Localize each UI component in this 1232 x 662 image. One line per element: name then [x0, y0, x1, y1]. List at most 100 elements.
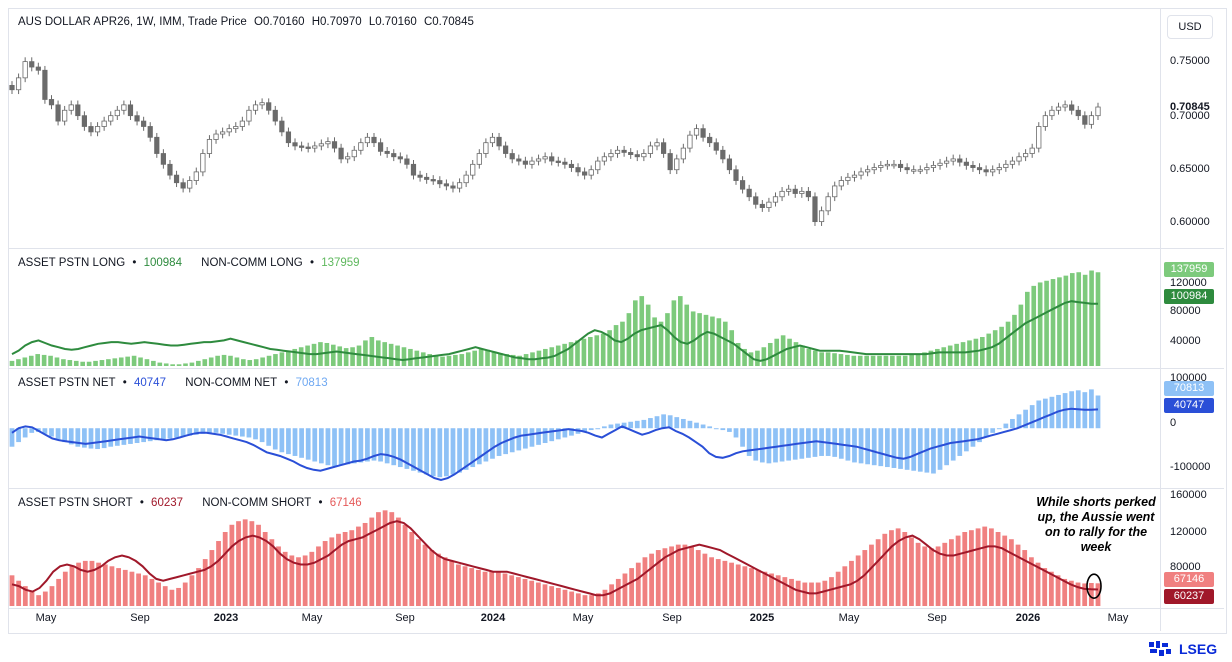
- x-tick: Sep: [662, 612, 682, 624]
- long-bar: [665, 313, 670, 366]
- short-bar: [56, 578, 62, 606]
- candle-body: [707, 136, 713, 144]
- candle-body: [878, 165, 884, 168]
- net-bar: [9, 428, 15, 447]
- long-asset-value-pill: 100984: [1164, 289, 1214, 304]
- net-bar: [378, 428, 383, 462]
- short-bar: [422, 544, 428, 606]
- long-bar: [273, 354, 278, 366]
- candle-body: [917, 169, 923, 172]
- x-tick: 2024: [480, 612, 506, 624]
- long-bar: [999, 326, 1004, 366]
- short-bar: [715, 559, 721, 606]
- candle-body: [345, 156, 351, 160]
- net-bar: [654, 416, 660, 429]
- net-bar: [674, 417, 680, 429]
- short-bar: [442, 557, 448, 606]
- net-bar: [424, 428, 430, 475]
- long-bar: [478, 348, 484, 366]
- short-bar: [36, 595, 42, 606]
- long-bar: [472, 350, 477, 366]
- candle-body: [904, 167, 910, 171]
- last-price-label: 0.70845: [1170, 101, 1210, 113]
- short-bar: [42, 591, 48, 606]
- candle-body: [233, 126, 239, 130]
- candle-body: [404, 158, 410, 165]
- long-bar: [767, 342, 773, 366]
- net-bar: [213, 428, 219, 433]
- net-bar: [555, 428, 561, 440]
- long-bar: [928, 350, 934, 366]
- long-bar: [1095, 272, 1101, 366]
- long-bar: [870, 355, 876, 366]
- long-bar: [138, 357, 143, 366]
- candle-body: [746, 188, 752, 198]
- long-bar: [1057, 277, 1062, 366]
- pane-separator: [9, 488, 1224, 489]
- short-bar: [755, 569, 761, 606]
- net-bar: [384, 428, 390, 464]
- net-bar: [95, 428, 100, 450]
- ohlc-low: L0.70160: [368, 16, 417, 28]
- short-bar: [329, 537, 335, 606]
- x-tick: Sep: [395, 612, 415, 624]
- net-bar: [779, 428, 785, 462]
- short-bar: [102, 564, 108, 606]
- net-bar: [582, 428, 587, 432]
- short-bar: [735, 564, 741, 606]
- candle-body: [996, 167, 1002, 171]
- candle-body: [753, 196, 759, 205]
- short-bar: [482, 571, 488, 606]
- candle-body: [845, 176, 851, 181]
- long-bar: [883, 355, 889, 366]
- candle-body: [358, 142, 364, 151]
- short-bar: [9, 575, 15, 606]
- net-bar: [174, 428, 179, 438]
- net-bar: [931, 428, 936, 474]
- candle-body: [476, 153, 482, 165]
- candle-body: [351, 149, 357, 158]
- long-bar: [491, 351, 497, 366]
- short-bar: [822, 580, 828, 606]
- candle-body: [9, 85, 15, 91]
- candle-body: [667, 153, 673, 171]
- net-bar: [180, 428, 186, 437]
- net-label-1: ASSET PSTN NET: [18, 377, 116, 389]
- net-bar: [272, 428, 278, 450]
- short-legend: ASSET PSTN SHORT • 60237 NON-COMM SHORT …: [18, 497, 366, 509]
- long-bar: [9, 360, 15, 366]
- short-bar: [582, 595, 588, 606]
- net-bar: [1036, 400, 1042, 429]
- candle-body: [147, 126, 153, 138]
- legend-dot: •: [122, 377, 127, 389]
- net-bar: [608, 424, 614, 429]
- lseg-emblem-icon: [1149, 641, 1171, 656]
- long-bar: [215, 355, 220, 366]
- net-bar: [101, 428, 107, 449]
- candle-body: [766, 201, 772, 208]
- net-bar: [1016, 414, 1022, 429]
- net-bar: [661, 414, 666, 429]
- net-bar: [483, 428, 489, 462]
- candle-body: [450, 185, 456, 189]
- net-bar: [82, 428, 87, 448]
- legend-dot: •: [139, 497, 144, 509]
- x-tick: 2025: [749, 612, 775, 624]
- long-bar: [67, 360, 73, 366]
- long-bar: [369, 337, 375, 366]
- candle-body: [62, 109, 68, 122]
- net-bar: [404, 428, 410, 469]
- net-bar: [1042, 398, 1048, 429]
- short-bar: [22, 586, 28, 606]
- candle-body: [924, 167, 930, 171]
- candle-body: [338, 147, 344, 160]
- candle-body: [22, 61, 28, 79]
- candle-body: [568, 163, 575, 168]
- long-bar: [716, 318, 722, 366]
- short-bar: [762, 571, 768, 606]
- net-bar: [727, 428, 732, 432]
- net-bar: [687, 420, 693, 429]
- candle-body: [720, 149, 726, 160]
- long-bar: [960, 342, 966, 366]
- currency-button[interactable]: USD: [1167, 15, 1213, 39]
